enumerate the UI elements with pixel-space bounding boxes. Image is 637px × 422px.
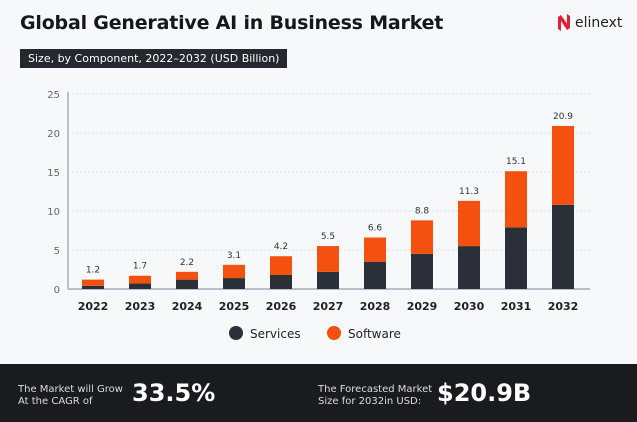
x-tick-label: 2027 [313, 300, 344, 313]
y-tick-label: 10 [47, 207, 60, 218]
bar-software-2029 [411, 220, 433, 254]
bar-services-2022 [82, 285, 104, 289]
bar-total-label: 1.7 [133, 262, 147, 272]
bar-services-2023 [129, 283, 151, 289]
bar-software-2032 [552, 125, 574, 205]
x-tick-label: 2026 [266, 300, 297, 313]
bar-software-2028 [364, 237, 386, 262]
y-tick-label: 5 [54, 246, 60, 257]
bar-services-2025 [223, 278, 245, 289]
bar-services-2027 [317, 271, 339, 289]
y-tick-label: 15 [47, 168, 60, 179]
bar-total-label: 4.2 [274, 242, 288, 252]
bar-services-2029 [411, 253, 433, 289]
bar-total-label: 1.2 [86, 266, 100, 276]
bar-software-2031 [505, 171, 527, 228]
cagr-label-line2: At the CAGR of [18, 396, 93, 407]
bar-software-2027 [317, 246, 339, 272]
bar-services-2031 [505, 227, 527, 289]
legend-label-services: Services [250, 327, 301, 341]
bar-total-label: 5.5 [321, 232, 335, 242]
x-tick-label: 2025 [219, 300, 250, 313]
bar-services-2028 [364, 261, 386, 289]
legend-marker-software [327, 326, 341, 340]
bar-total-label: 3.1 [227, 251, 241, 261]
legend-label-software: Software [348, 327, 401, 341]
bar-software-2030 [458, 200, 480, 247]
bar-software-2023 [129, 275, 151, 284]
forecast-label: The Forecasted Market Size for 2032in US… [318, 384, 432, 408]
bar-services-2024 [176, 279, 198, 289]
x-tick-label: 2022 [78, 300, 109, 313]
cagr-value: 33.5% [132, 379, 216, 407]
bar-services-2026 [270, 274, 292, 289]
y-tick-label: 25 [47, 90, 60, 101]
y-tick-label: 20 [47, 129, 60, 140]
bar-software-2024 [176, 271, 198, 280]
forecast-value: $20.9B [437, 379, 532, 407]
stacked-bar-chart: 05101520251.220221.720232.220243.120254.… [47, 90, 590, 341]
logo-text: elinext [575, 14, 623, 31]
bar-total-label: 20.9 [553, 112, 573, 122]
x-tick-label: 2024 [172, 300, 203, 313]
cagr-label: The Market will Grow At the CAGR of [18, 384, 123, 408]
bar-total-label: 11.3 [459, 187, 479, 197]
chart-subtitle: Size, by Component, 2022–2032 (USD Billi… [20, 49, 288, 68]
y-tick-label: 0 [54, 285, 60, 296]
bar-software-2022 [82, 279, 104, 286]
elinext-logo-icon [558, 14, 570, 31]
x-tick-label: 2031 [501, 300, 532, 313]
bar-services-2032 [552, 204, 574, 289]
bar-total-label: 2.2 [180, 258, 194, 268]
chart-title: Global Generative AI in Business Market [20, 12, 444, 34]
bar-total-label: 15.1 [506, 157, 526, 167]
bar-services-2030 [458, 246, 480, 289]
forecast-label-line1: The Forecasted Market [318, 384, 433, 395]
elinext-logo: elinext [558, 14, 622, 31]
bar-software-2026 [270, 256, 292, 275]
x-tick-label: 2029 [407, 300, 438, 313]
bar-total-label: 6.6 [368, 224, 383, 234]
bar-total-label: 8.8 [415, 206, 430, 216]
bar-software-2025 [223, 264, 245, 279]
x-tick-label: 2028 [360, 300, 391, 313]
x-tick-label: 2030 [454, 300, 485, 313]
x-tick-label: 2032 [548, 300, 579, 313]
legend-marker-services [229, 326, 243, 340]
cagr-label-line1: The Market will Grow [18, 384, 123, 395]
footer-stats: The Market will Grow At the CAGR of 33.5… [0, 364, 637, 422]
forecast-label-line2: Size for 2032in USD: [318, 396, 422, 407]
x-tick-label: 2023 [125, 300, 156, 313]
